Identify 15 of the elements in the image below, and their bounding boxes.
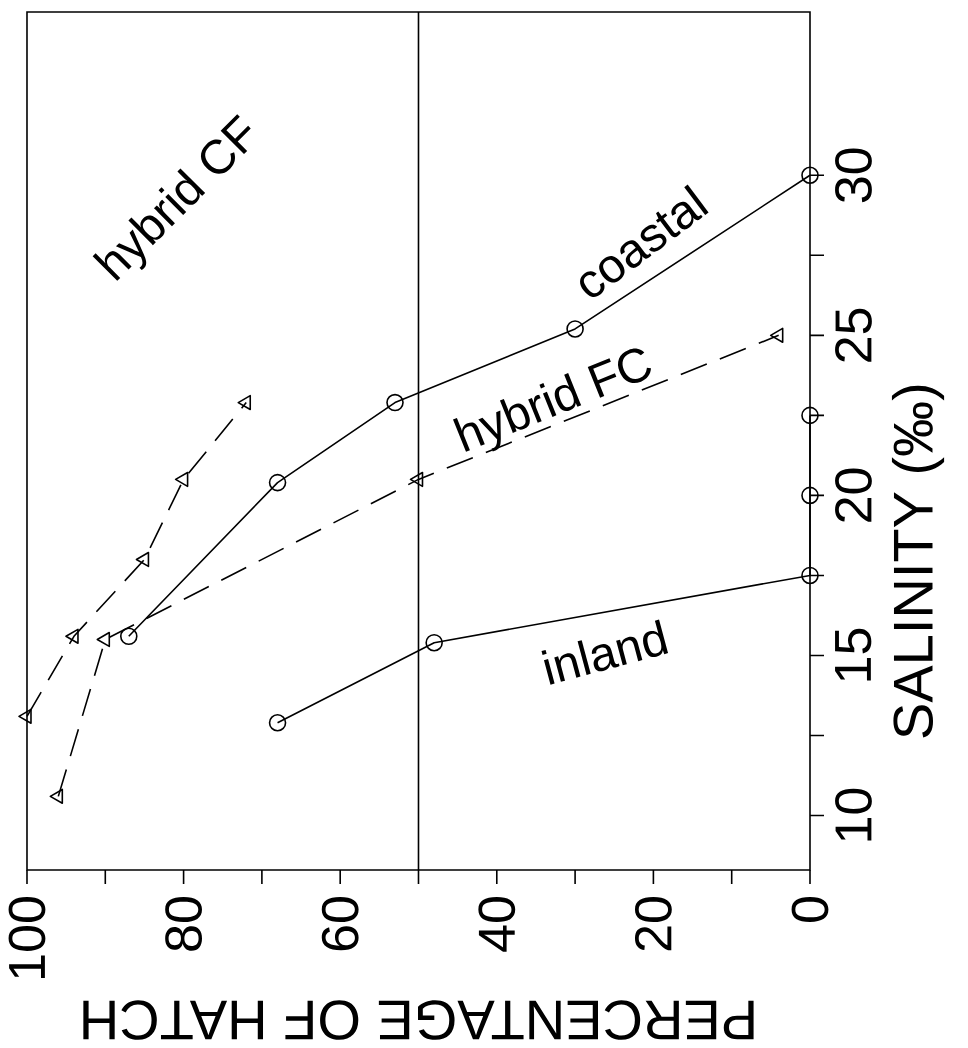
y-tick-label: 30 bbox=[835, 148, 872, 203]
y-tick-label: 10 bbox=[835, 788, 872, 841]
x-tick-label: 40 bbox=[478, 897, 516, 952]
text: hybrid FC bbox=[452, 348, 651, 452]
x-tick-label: 0 bbox=[791, 897, 829, 922]
x-tick-label: 20 bbox=[634, 897, 672, 951]
y-axis-title: SALINITY (‰) bbox=[891, 385, 945, 738]
x-tick-label: 60 bbox=[321, 897, 359, 951]
y-tick-label: 25 bbox=[835, 308, 872, 362]
x-axis-title: PERCENTAGE OF HATCH bbox=[83, 1000, 754, 1040]
x-tick-label: 80 bbox=[165, 897, 202, 951]
y-tick-label: 15 bbox=[835, 628, 872, 681]
x-tick-label: 100 bbox=[8, 897, 46, 978]
y-tick-label: 20 bbox=[835, 468, 872, 522]
text: inland bbox=[541, 619, 669, 685]
